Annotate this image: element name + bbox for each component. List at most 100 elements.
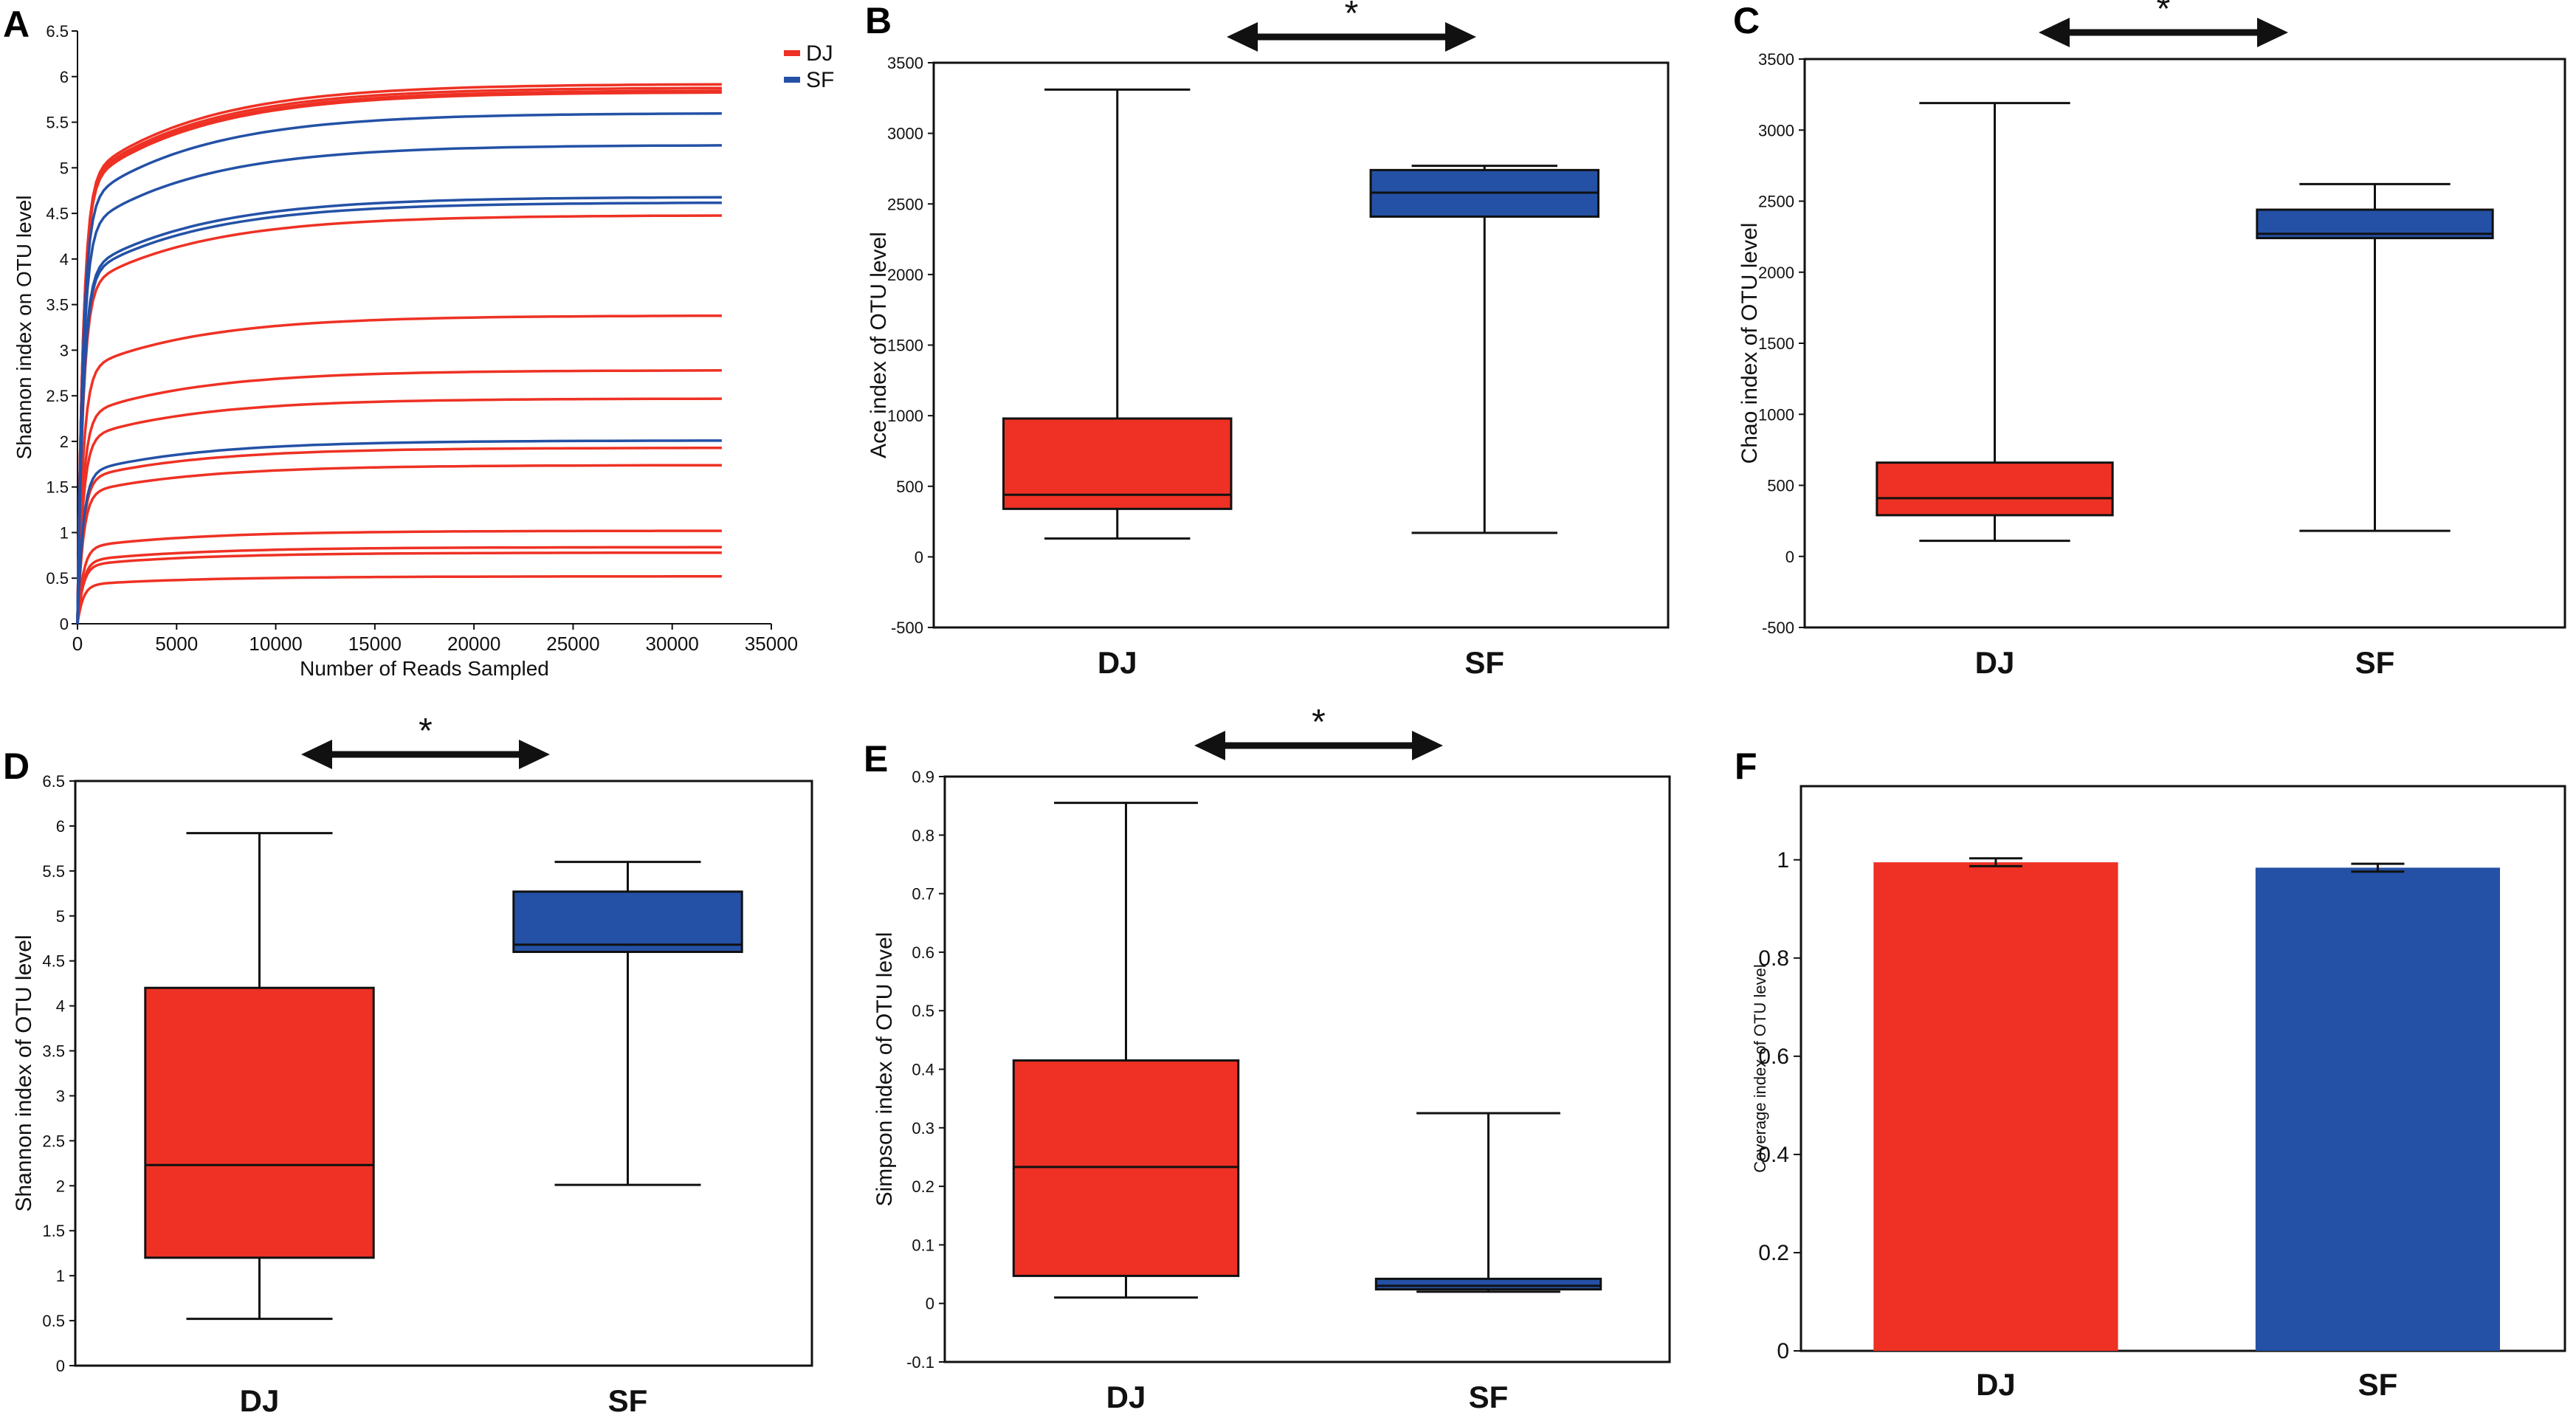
y-axis-title: Chao index of OTU level: [1738, 223, 1762, 464]
x-tick-label: 25000: [546, 633, 599, 655]
rarefaction-curve-dj: [76, 86, 722, 625]
y-tick-label: 0.1: [912, 1236, 934, 1254]
rarefaction-curve-sf: [76, 196, 722, 625]
panel-e: E -0.1 0 0.1 0.2 0.3 0.4 0.5 0.6 0.7 0.8 0.9 Simpson…: [864, 703, 1671, 1414]
y-tick-label: 4.5: [46, 204, 69, 223]
y-axis-title: Simpson index of OTU level: [872, 932, 897, 1207]
y-tick-label: 5: [56, 907, 65, 926]
arrow-head-left-icon: [1227, 22, 1258, 52]
y-tick-label: 1000: [1758, 405, 1794, 424]
y-tick-label: 0.9: [912, 768, 934, 786]
y-tick-label: -500: [1762, 619, 1794, 637]
y-tick-label: 0.8: [1758, 946, 1789, 971]
arrow-head-left-icon: [1194, 731, 1225, 760]
x-axis-title: Number of Reads Sampled: [300, 657, 549, 680]
y-tick-label: 4.5: [42, 952, 65, 971]
rarefaction-curve-sf: [76, 111, 722, 625]
y-axis-title: Ace index of OTU level: [867, 232, 891, 458]
panel-a: A 0 0.5 1 1.5 2 2.5 3 3.5 4 4.5 5 5.5 6 6.5 0 5000 10000 1…: [3, 4, 834, 680]
y-tick-label: 3500: [1758, 50, 1794, 69]
y-tick-label: 2000: [1758, 264, 1794, 282]
y-tick-label: 0.5: [42, 1312, 65, 1330]
y-tick-label: 2.5: [46, 387, 69, 405]
panel-letter: A: [3, 4, 30, 45]
panel-b: B -500 0 500 1000 1500 2000 2500 3000 3500 Ace ind…: [865, 0, 1670, 680]
y-tick-label: 1: [60, 523, 69, 542]
y-tick-label: 0.5: [912, 1002, 934, 1020]
box-dj: [1876, 461, 2114, 517]
x-tick-label: 5000: [155, 633, 198, 655]
rarefaction-curve-dj: [76, 575, 722, 625]
y-tick-label: 6.5: [42, 772, 65, 791]
y-tick-label: 3: [60, 341, 69, 359]
significance-star: *: [1312, 703, 1326, 742]
rarefaction-curve-dj: [76, 546, 722, 625]
y-tick-label: 2500: [1758, 193, 1794, 211]
panel-letter: F: [1735, 746, 1757, 787]
y-tick-label: 1500: [1758, 334, 1794, 353]
arrow-head-right-icon: [1445, 22, 1476, 52]
y-tick-label: 0.8: [912, 826, 934, 844]
y-tick-label: 3.5: [42, 1042, 65, 1061]
y-tick-label: 2000: [887, 266, 923, 284]
y-tick-label: 0.2: [1758, 1241, 1789, 1265]
plot-frame: [74, 780, 813, 1367]
plot-frame: [1803, 58, 2566, 629]
rarefaction-curve-dj: [76, 214, 722, 625]
y-tick-label: 0: [1777, 1339, 1789, 1363]
arrow-head-right-icon: [1412, 731, 1443, 760]
category-label: SF: [2358, 1367, 2398, 1402]
category-label: SF: [2355, 645, 2395, 680]
x-tick-label: 15000: [348, 633, 402, 655]
y-tick-label: -0.1: [906, 1353, 934, 1372]
y-tick-label: 1500: [887, 337, 923, 355]
y-tick-label: 2: [56, 1177, 65, 1195]
y-tick-label: 3000: [887, 125, 923, 143]
box-dj: [144, 986, 375, 1259]
y-tick-label: 2.5: [42, 1132, 65, 1150]
y-tick-label: 4: [60, 250, 69, 269]
rarefaction-curve-dj: [76, 551, 722, 625]
plot-frame: [932, 61, 1670, 629]
y-tick-label: -500: [891, 619, 923, 637]
y-tick-label: 3500: [887, 54, 923, 72]
legend-label: SF: [806, 68, 834, 92]
box-sf: [1374, 1277, 1602, 1291]
rarefaction-curve-dj: [76, 369, 722, 625]
y-tick-label: 0: [56, 1357, 65, 1375]
y-tick-label: 3: [56, 1087, 65, 1105]
plot-frame: [1800, 785, 2566, 1352]
category-label: DJ: [1106, 1380, 1146, 1414]
y-tick-label: 0.4: [912, 1061, 934, 1079]
bar-sf: [2255, 867, 2501, 1351]
y-tick-label: 2500: [887, 195, 923, 213]
rarefaction-curve-dj: [76, 447, 722, 625]
y-tick-label: 0.6: [1758, 1045, 1789, 1069]
y-tick-label: 0.6: [912, 943, 934, 962]
rarefaction-curve-dj: [76, 91, 722, 625]
category-label: SF: [1464, 645, 1504, 680]
y-axis-title: Shannon index of OTU level: [12, 935, 36, 1211]
y-tick-label: 1.5: [46, 478, 69, 497]
y-tick-label: 1: [1777, 848, 1789, 873]
y-tick-label: 0.4: [1758, 1143, 1789, 1167]
y-tick-label: 0: [60, 615, 69, 633]
y-tick-label: 0.3: [912, 1119, 934, 1138]
x-tick-label: 30000: [646, 633, 699, 655]
y-tick-label: 0.5: [46, 569, 69, 588]
y-tick-label: 1: [56, 1267, 65, 1285]
rarefaction-curve-dj: [76, 83, 722, 625]
y-tick-label: 6: [60, 68, 69, 86]
x-tick-label: 0: [72, 633, 83, 655]
y-tick-label: 5: [60, 159, 69, 177]
rarefaction-curve-dj: [76, 397, 722, 625]
panel-letter: B: [865, 0, 892, 41]
rarefaction-curve-dj: [76, 89, 722, 625]
bar-dj: [1873, 862, 2118, 1351]
y-tick-label: 1.5: [42, 1222, 65, 1240]
category-label: DJ: [1976, 1367, 2016, 1402]
category-label: DJ: [1098, 645, 1137, 680]
rarefaction-curve-sf: [76, 144, 722, 625]
arrow-head-left-icon: [301, 740, 332, 769]
y-axis-title: Coverage index of OTU level: [1751, 964, 1769, 1172]
